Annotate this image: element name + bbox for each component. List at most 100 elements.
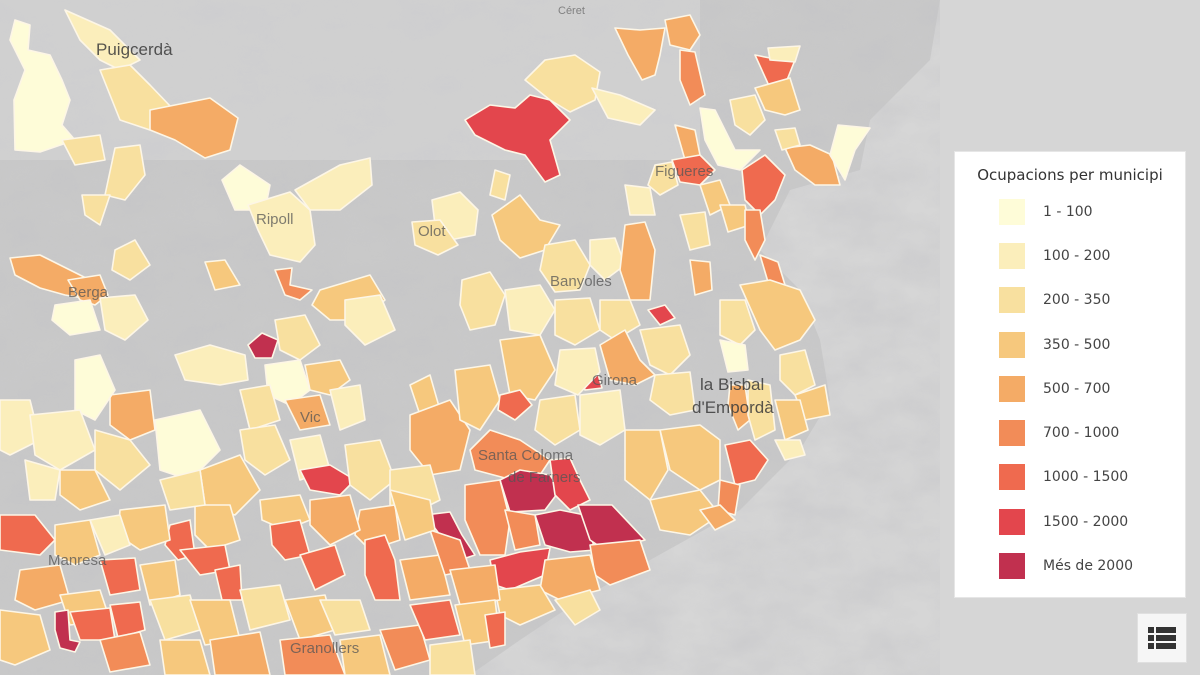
municipality[interactable]: [159, 639, 211, 675]
municipality[interactable]: [29, 409, 96, 471]
municipality[interactable]: [0, 609, 51, 666]
municipality[interactable]: [411, 219, 459, 256]
municipality[interactable]: [534, 394, 581, 446]
municipality[interactable]: [741, 154, 786, 216]
municipality[interactable]: [679, 49, 706, 106]
municipality[interactable]: [504, 509, 541, 551]
municipality[interactable]: [399, 554, 451, 601]
municipality[interactable]: [499, 334, 556, 401]
layers-toggle-button[interactable]: [1137, 613, 1187, 663]
municipality[interactable]: [59, 469, 111, 511]
municipalities-layer[interactable]: [0, 9, 871, 675]
municipality[interactable]: [647, 161, 679, 196]
municipality[interactable]: [294, 157, 373, 211]
municipality[interactable]: [774, 439, 806, 461]
municipality[interactable]: [149, 97, 239, 159]
municipality[interactable]: [409, 399, 471, 476]
municipality[interactable]: [774, 399, 809, 441]
municipality[interactable]: [247, 191, 316, 263]
municipality[interactable]: [591, 87, 656, 126]
municipality[interactable]: [54, 609, 81, 653]
municipality[interactable]: [154, 409, 221, 481]
municipality[interactable]: [449, 564, 501, 606]
municipality[interactable]: [274, 267, 313, 301]
municipality[interactable]: [494, 584, 556, 626]
municipality[interactable]: [0, 399, 41, 456]
municipality[interactable]: [274, 314, 321, 361]
municipality[interactable]: [579, 389, 626, 446]
municipality[interactable]: [247, 332, 279, 359]
municipality[interactable]: [504, 284, 556, 336]
municipality[interactable]: [344, 439, 396, 501]
municipality[interactable]: [111, 239, 151, 281]
municipality[interactable]: [389, 489, 436, 541]
municipality[interactable]: [554, 589, 601, 626]
municipality[interactable]: [679, 211, 711, 251]
municipality[interactable]: [784, 144, 841, 186]
municipality[interactable]: [464, 94, 571, 183]
municipality[interactable]: [269, 519, 311, 561]
municipality[interactable]: [99, 631, 151, 673]
municipality[interactable]: [469, 429, 551, 479]
municipality[interactable]: [739, 279, 816, 351]
municipality[interactable]: [109, 601, 146, 639]
municipality[interactable]: [624, 184, 656, 216]
municipality[interactable]: [459, 271, 506, 331]
municipality[interactable]: [284, 394, 331, 431]
municipality[interactable]: [689, 259, 713, 296]
municipality[interactable]: [344, 294, 396, 346]
municipality[interactable]: [554, 297, 601, 346]
municipality[interactable]: [109, 389, 156, 441]
municipality[interactable]: [747, 379, 776, 441]
municipality[interactable]: [409, 599, 461, 641]
municipality[interactable]: [239, 584, 291, 631]
municipality[interactable]: [649, 371, 696, 416]
municipality[interactable]: [464, 479, 511, 556]
municipality[interactable]: [599, 299, 641, 341]
municipality[interactable]: [329, 384, 366, 431]
municipality[interactable]: [364, 534, 401, 601]
municipality[interactable]: [14, 564, 71, 611]
municipality[interactable]: [724, 439, 769, 486]
municipality[interactable]: [89, 514, 131, 556]
municipality[interactable]: [699, 504, 736, 531]
municipality[interactable]: [339, 634, 391, 675]
municipality[interactable]: [0, 514, 56, 556]
municipality[interactable]: [174, 344, 249, 386]
municipality[interactable]: [239, 384, 281, 431]
municipality[interactable]: [744, 209, 766, 261]
municipality[interactable]: [54, 519, 101, 566]
municipality[interactable]: [299, 464, 356, 496]
municipality[interactable]: [61, 134, 106, 166]
municipality[interactable]: [81, 194, 111, 226]
municipality[interactable]: [664, 14, 701, 51]
municipality[interactable]: [727, 384, 751, 431]
municipality[interactable]: [717, 479, 741, 516]
municipality[interactable]: [279, 634, 346, 675]
municipality[interactable]: [454, 364, 501, 431]
municipality[interactable]: [94, 429, 151, 491]
municipality[interactable]: [491, 194, 561, 259]
municipality[interactable]: [239, 424, 291, 476]
municipality[interactable]: [539, 239, 591, 293]
municipality[interactable]: [74, 354, 116, 421]
municipality[interactable]: [304, 359, 351, 396]
municipality[interactable]: [429, 639, 476, 675]
municipality[interactable]: [624, 429, 669, 501]
municipality[interactable]: [774, 127, 801, 151]
municipality[interactable]: [729, 94, 766, 136]
municipality[interactable]: [554, 347, 601, 396]
municipality[interactable]: [719, 299, 756, 346]
municipality[interactable]: [649, 489, 721, 536]
municipality[interactable]: [639, 324, 691, 376]
municipality[interactable]: [767, 45, 801, 63]
municipality[interactable]: [524, 54, 601, 113]
municipality[interactable]: [659, 424, 721, 491]
municipality[interactable]: [671, 154, 716, 186]
municipality[interactable]: [319, 599, 371, 636]
municipality[interactable]: [51, 299, 101, 336]
municipality[interactable]: [699, 107, 761, 171]
municipality[interactable]: [139, 559, 181, 606]
municipality[interactable]: [299, 544, 346, 591]
